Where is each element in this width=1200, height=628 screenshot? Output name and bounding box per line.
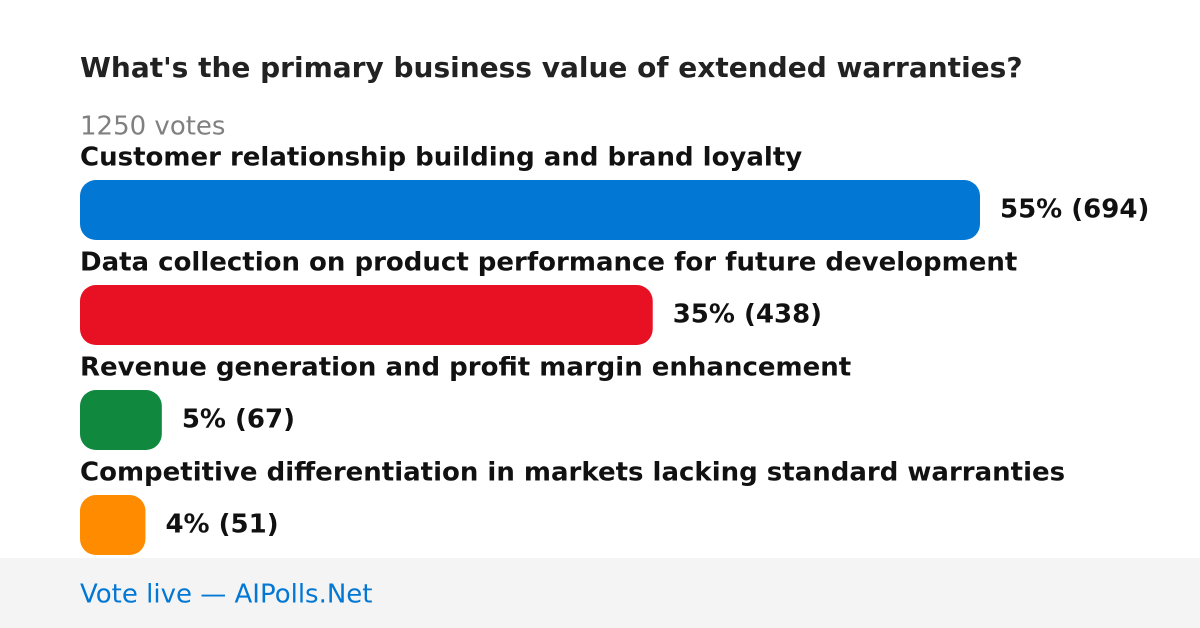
poll-title: What's the primary business value of ext… [80,51,1023,84]
result-value: 4% (51) [165,510,278,540]
result-bar [80,495,146,555]
option-label: Customer relationship building and brand… [80,143,802,173]
result-bar [80,285,653,345]
option-label: Competitive differentiation in markets l… [80,458,1065,488]
total-votes: 1250 votes [80,112,225,142]
result-value: 35% (438) [673,300,822,330]
footer-band [0,558,1200,628]
option-label: Revenue generation and profit margin enh… [80,353,851,383]
result-bar [80,390,162,450]
option-label: Data collection on product performance f… [80,248,1017,278]
result-value: 55% (694) [1000,195,1149,225]
result-bar [80,180,980,240]
footer-link[interactable]: Vote live — AIPolls.Net [80,580,373,610]
result-value: 5% (67) [182,405,295,435]
